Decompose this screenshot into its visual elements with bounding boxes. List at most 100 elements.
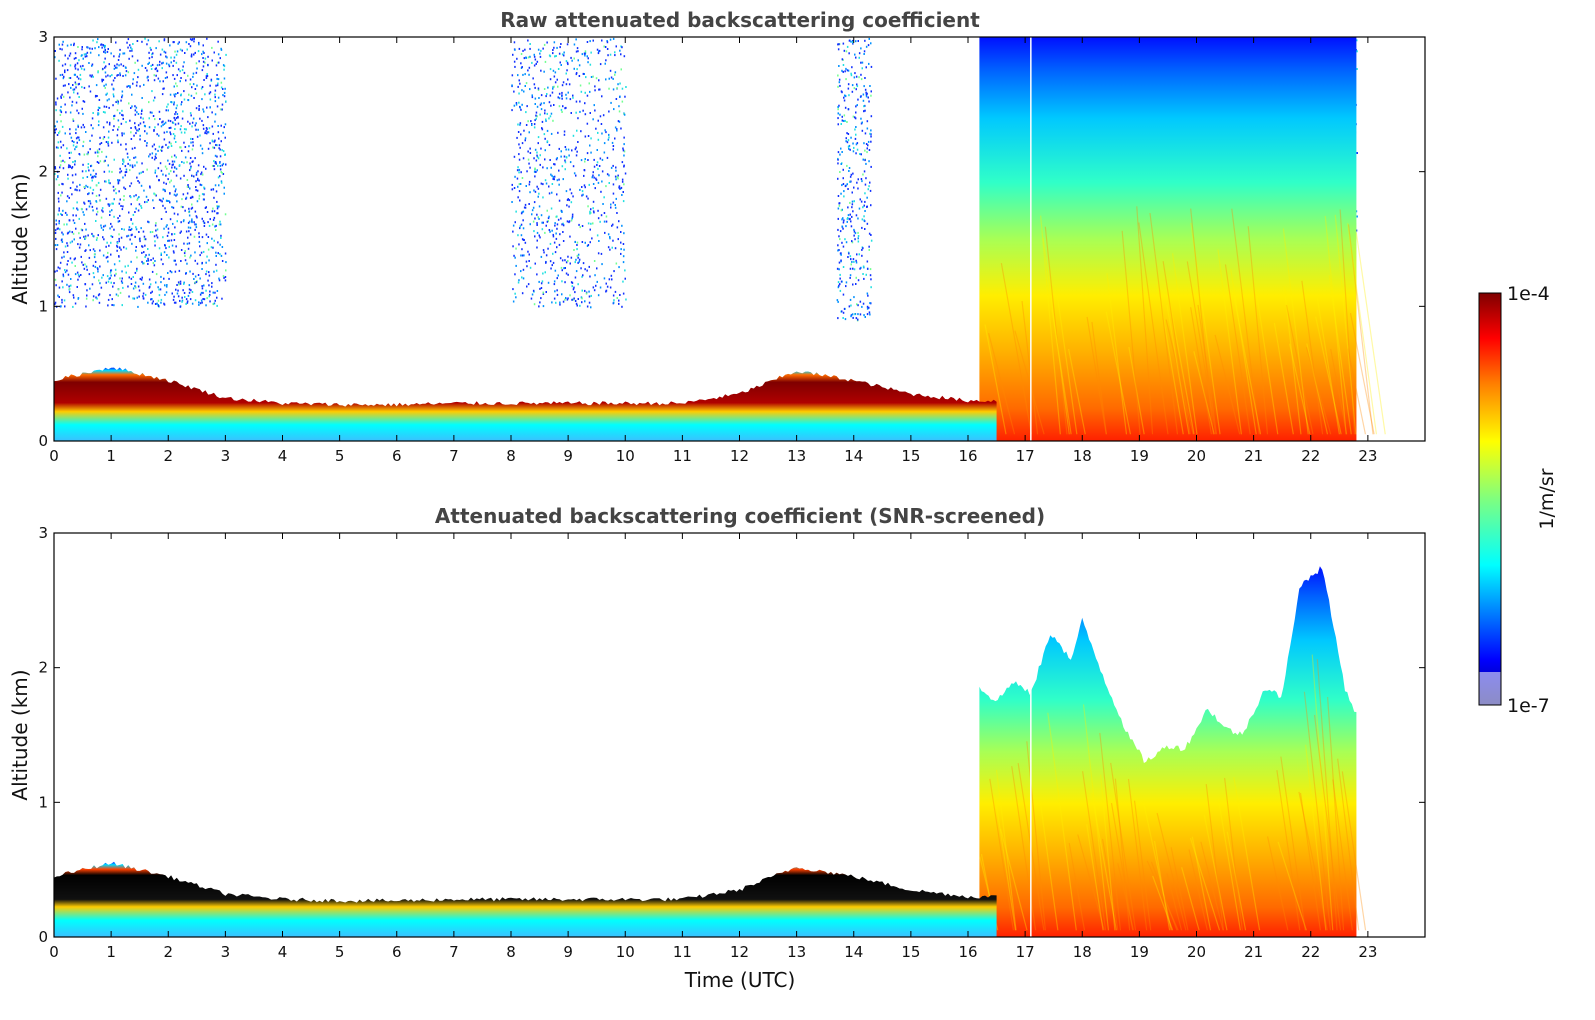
- noise-pixel: [160, 258, 163, 261]
- noise-pixel: [132, 43, 134, 45]
- noise-pixel: [213, 302, 216, 305]
- noise-pixel: [99, 188, 102, 191]
- noise-pixel: [525, 185, 527, 187]
- noise-pixel: [57, 266, 59, 269]
- noise-pixel: [620, 248, 622, 251]
- noise-pixel: [82, 140, 85, 143]
- noise-pixel: [93, 276, 95, 279]
- noise-pixel: [560, 150, 562, 153]
- noise-pixel: [205, 304, 207, 307]
- noise-pixel: [198, 235, 200, 238]
- noise-pixel: [561, 94, 563, 97]
- noise-pixel: [558, 243, 561, 246]
- noise-pixel: [538, 97, 540, 99]
- noise-pixel: [584, 268, 586, 271]
- noise-pixel: [189, 270, 191, 273]
- noise-pixel: [124, 74, 127, 77]
- noise-pixel: [117, 59, 120, 61]
- noise-pixel: [69, 77, 72, 79]
- noise-pixel: [69, 132, 71, 135]
- noise-pixel: [567, 148, 570, 151]
- noise-pixel: [576, 254, 579, 257]
- noise-pixel: [214, 154, 217, 157]
- noise-pixel: [74, 302, 77, 305]
- noise-pixel: [838, 202, 840, 205]
- noise-pixel: [139, 240, 141, 243]
- noise-pixel: [176, 220, 178, 223]
- noise-pixel: [859, 267, 861, 270]
- noise-pixel: [67, 57, 69, 60]
- noise-pixel: [97, 161, 100, 164]
- noise-pixel: [114, 274, 116, 277]
- noise-pixel: [85, 297, 88, 300]
- noise-pixel: [55, 248, 58, 251]
- noise-pixel: [863, 53, 865, 55]
- noise-pixel: [838, 43, 840, 46]
- noise-pixel: [58, 183, 60, 186]
- noise-pixel: [145, 254, 147, 257]
- noise-pixel: [166, 76, 168, 79]
- noise-pixel: [199, 245, 201, 248]
- noise-pixel: [608, 87, 610, 90]
- noise-pixel: [530, 297, 533, 300]
- noise-pixel: [537, 136, 540, 139]
- noise-pixel: [204, 207, 207, 209]
- noise-pixel: [584, 135, 587, 138]
- noise-pixel: [165, 71, 168, 74]
- noise-pixel: [586, 245, 589, 247]
- noise-pixel: [156, 236, 159, 239]
- noise-pixel: [225, 163, 227, 166]
- noise-pixel: [616, 129, 618, 132]
- noise-pixel: [585, 195, 588, 198]
- noise-pixel: [540, 108, 543, 111]
- noise-pixel: [851, 241, 854, 244]
- noise-pixel: [162, 173, 164, 176]
- noise-pixel: [511, 188, 514, 191]
- noise-pixel: [150, 259, 152, 261]
- noise-pixel: [839, 252, 842, 255]
- noise-pixel: [64, 305, 66, 308]
- noise-pixel: [608, 174, 610, 177]
- noise-pixel: [565, 106, 567, 109]
- noise-pixel: [61, 93, 63, 96]
- noise-pixel: [83, 53, 86, 56]
- noise-pixel: [844, 238, 846, 241]
- noise-pixel: [188, 207, 190, 210]
- noise-pixel: [145, 195, 148, 198]
- noise-pixel: [73, 258, 76, 261]
- noise-pixel: [152, 199, 154, 202]
- noise-pixel: [605, 215, 608, 218]
- noise-pixel: [861, 226, 863, 229]
- noise-pixel: [116, 74, 118, 77]
- noise-pixel: [70, 284, 72, 287]
- noise-pixel: [200, 299, 203, 302]
- noise-pixel: [160, 275, 162, 278]
- noise-pixel: [198, 301, 200, 304]
- noise-pixel: [519, 122, 522, 125]
- noise-pixel: [202, 50, 204, 53]
- noise-pixel: [67, 166, 70, 169]
- noise-pixel: [151, 145, 154, 148]
- noise-pixel: [200, 184, 203, 187]
- noise-pixel: [590, 294, 592, 297]
- noise-pixel: [856, 142, 859, 145]
- noise-pixel: [175, 53, 178, 56]
- noise-pixel: [89, 51, 92, 54]
- noise-pixel: [119, 53, 121, 56]
- noise-pixel: [223, 186, 225, 189]
- noise-pixel: [119, 171, 121, 174]
- noise-pixel: [620, 241, 622, 244]
- noise-pixel: [99, 265, 101, 268]
- noise-pixel: [513, 104, 516, 107]
- noise-pixel: [205, 270, 208, 273]
- noise-pixel: [553, 41, 556, 44]
- noise-pixel: [83, 267, 86, 270]
- noise-pixel: [199, 183, 202, 186]
- noise-pixel: [196, 135, 199, 138]
- noise-pixel: [542, 249, 545, 252]
- noise-pixel: [61, 256, 63, 259]
- noise-pixel: [577, 283, 579, 286]
- noise-pixel: [539, 154, 541, 157]
- noise-pixel: [224, 213, 227, 216]
- noise-pixel: [109, 121, 111, 124]
